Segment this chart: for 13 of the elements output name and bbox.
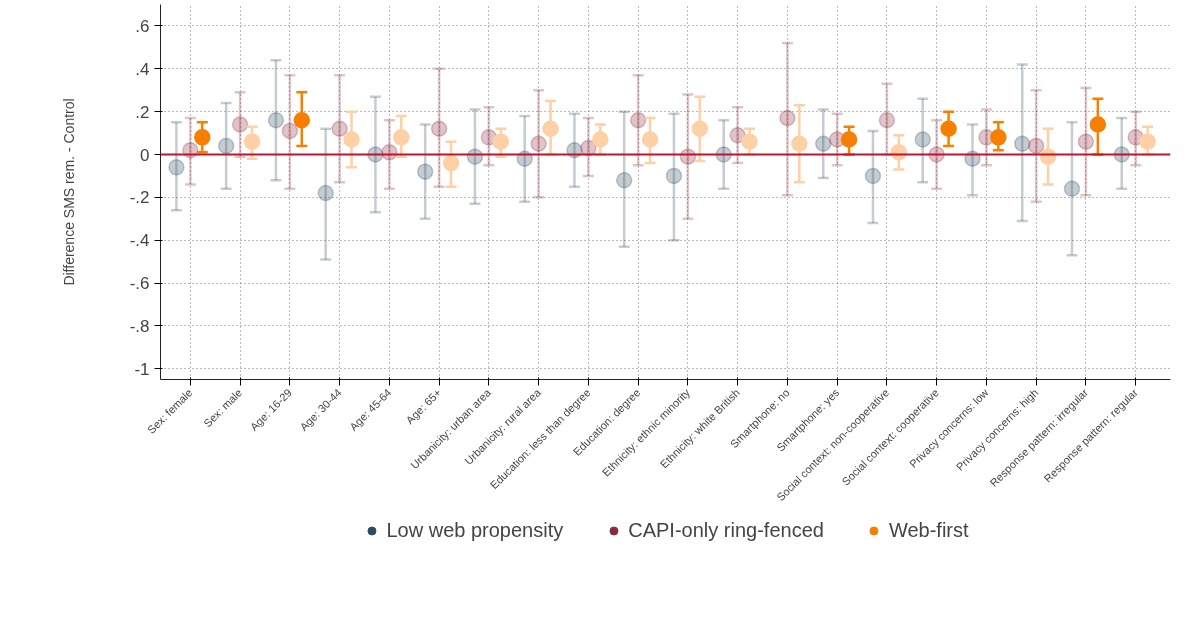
y-tick-label: -1: [134, 359, 150, 379]
y-tick-label: -.4: [129, 231, 150, 251]
y-tick-label: .4: [135, 59, 150, 79]
y-tick-label: .2: [135, 102, 150, 122]
y-tick-label: .6: [135, 16, 150, 36]
legend-label: Low web propensity: [386, 518, 564, 542]
y-tick-label: 0: [140, 145, 150, 165]
y-tick-label: -.2: [129, 188, 150, 208]
y-axis-title: Difference SMS rem. - Control: [60, 98, 77, 286]
legend-label: Web-first: [888, 518, 969, 542]
y-tick-label: -.6: [129, 274, 150, 294]
y-tick-label: -.8: [129, 316, 150, 336]
legend-label: CAPI-only ring-fenced: [628, 518, 824, 542]
